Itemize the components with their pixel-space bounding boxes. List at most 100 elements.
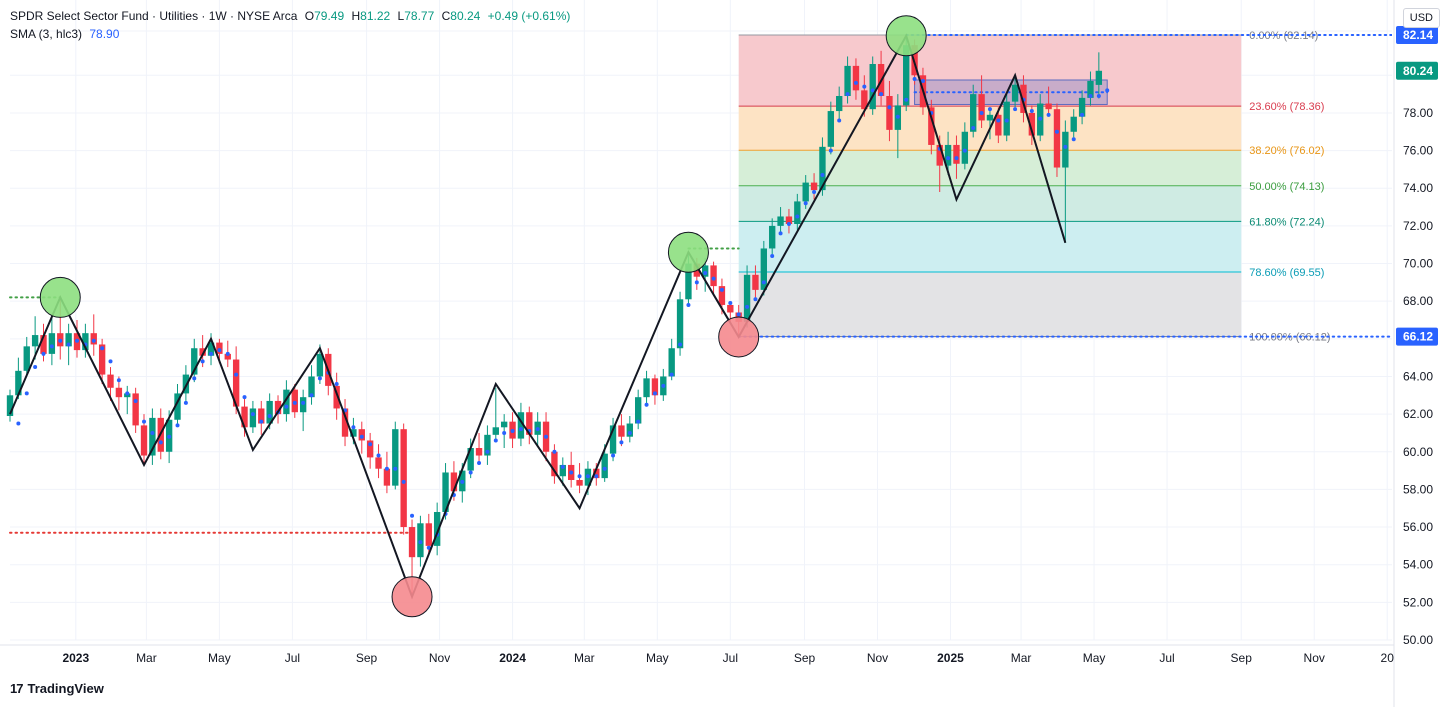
- candle-body: [559, 464, 566, 477]
- fibonacci-retracement: 0.00% (82.14) 23.60% (78.36) 38.20% (76.02…: [738, 30, 1331, 344]
- candle: [6, 389, 14, 422]
- candle-body: [727, 304, 734, 313]
- candle-body: [593, 468, 600, 479]
- sma-point: [175, 423, 180, 428]
- candle-body: [676, 299, 684, 349]
- candle: [651, 374, 659, 405]
- sma-point: [971, 126, 976, 130]
- candle-body: [844, 65, 851, 96]
- candle-body: [710, 265, 717, 287]
- time-axis-label: May: [1083, 651, 1106, 665]
- sma-point: [334, 382, 339, 386]
- candle-body: [425, 523, 432, 546]
- sma-point: [879, 92, 884, 97]
- candle-body: [98, 344, 106, 375]
- sma-point: [125, 391, 130, 396]
- price-axis-label: 64.00: [1403, 369, 1433, 383]
- time-axis-label: Sep: [1231, 651, 1253, 665]
- sma-point: [116, 378, 121, 383]
- pivot-low-marker: [718, 316, 760, 358]
- zigzag-line: [9, 33, 1067, 600]
- candle: [1070, 109, 1077, 138]
- currency-button[interactable]: USD: [1402, 8, 1440, 28]
- sma-point: [1004, 118, 1009, 123]
- candle: [132, 387, 139, 433]
- price-axis-label: 76.00: [1403, 144, 1433, 158]
- sma-point: [410, 513, 415, 518]
- candle-body: [350, 429, 357, 437]
- sma-point: [100, 346, 105, 351]
- sma-point: [460, 479, 465, 484]
- candle: [299, 389, 307, 432]
- sma-point: [736, 312, 741, 317]
- sma-point: [426, 545, 431, 550]
- sma-point: [686, 302, 691, 307]
- candle-body: [836, 96, 843, 112]
- ohlc-open: O79.49: [304, 9, 345, 23]
- candle: [743, 265, 751, 328]
- fib-level-label: 0.00% (82.14): [1249, 30, 1318, 42]
- candle: [995, 107, 1002, 144]
- sma-point: [1080, 112, 1085, 117]
- candle-body: [743, 274, 751, 322]
- candle-body: [383, 468, 391, 486]
- candle-body: [668, 348, 675, 377]
- ohlc-high: H81.22: [351, 9, 391, 23]
- legend-indicator-row[interactable]: SMA (3, hlc3) 78.90: [10, 27, 123, 41]
- price-tag: [1396, 327, 1438, 346]
- fib-zone: [738, 221, 1242, 272]
- time-axis-label: Jul: [1159, 651, 1174, 665]
- sma-point: [652, 391, 657, 396]
- candle: [752, 265, 759, 300]
- price-change: +0.49 (+0.61%): [487, 9, 571, 23]
- price-tag-label: 82.14: [1403, 28, 1433, 42]
- sma-point: [611, 453, 616, 458]
- candle: [258, 400, 265, 435]
- sma-point: [644, 402, 649, 407]
- sma-point: [217, 348, 222, 353]
- candle: [149, 408, 156, 465]
- price-axis-label: 74.00: [1403, 181, 1433, 195]
- price-axis-label: 56.00: [1403, 520, 1433, 534]
- ohlc-close: C80.24: [441, 9, 481, 23]
- tradingview-logo[interactable]: 17 TradingView: [10, 681, 104, 696]
- candle: [1011, 75, 1019, 108]
- pivot-high-marker: [39, 276, 81, 318]
- sma-point: [694, 280, 699, 285]
- sma-point: [351, 425, 356, 430]
- sma-point: [133, 398, 138, 403]
- candle-body: [408, 527, 416, 558]
- candle: [433, 502, 441, 556]
- candle-body: [643, 378, 650, 398]
- fib-level-label: 38.20% (76.02): [1249, 145, 1324, 157]
- sma-point: [703, 270, 708, 275]
- time-axis-label: 2023: [62, 651, 89, 665]
- sma-point: [619, 440, 624, 445]
- candle: [1062, 120, 1069, 243]
- sma-point: [267, 414, 272, 418]
- candle-body: [1095, 70, 1103, 85]
- indicator-value: 78.90: [89, 27, 120, 41]
- candle-body: [936, 144, 943, 166]
- candle-body: [392, 429, 399, 486]
- sma-point: [250, 412, 255, 417]
- sma-point: [962, 148, 967, 153]
- candle: [1045, 86, 1052, 117]
- sma-point: [661, 383, 666, 388]
- sma-point: [946, 156, 951, 161]
- price-axis: 50.00 52.00 54.00 56.00 58.00 60.00 62.00 64.00…: [1393, 0, 1438, 707]
- sma-point: [393, 466, 398, 471]
- price-axis-label: 54.00: [1403, 558, 1433, 572]
- sma-point: [192, 376, 197, 381]
- legend-symbol-row[interactable]: SPDR Select Sector Fund · Utilities · 1W…: [10, 9, 574, 23]
- candle: [274, 395, 282, 424]
- candle: [559, 457, 566, 486]
- candle-body: [1053, 109, 1061, 168]
- pivot-high-marker: [667, 231, 709, 273]
- candle: [769, 218, 776, 256]
- sma-point: [301, 400, 306, 405]
- sma-point: [1038, 116, 1043, 121]
- candle-body: [685, 263, 692, 300]
- candle: [484, 425, 491, 465]
